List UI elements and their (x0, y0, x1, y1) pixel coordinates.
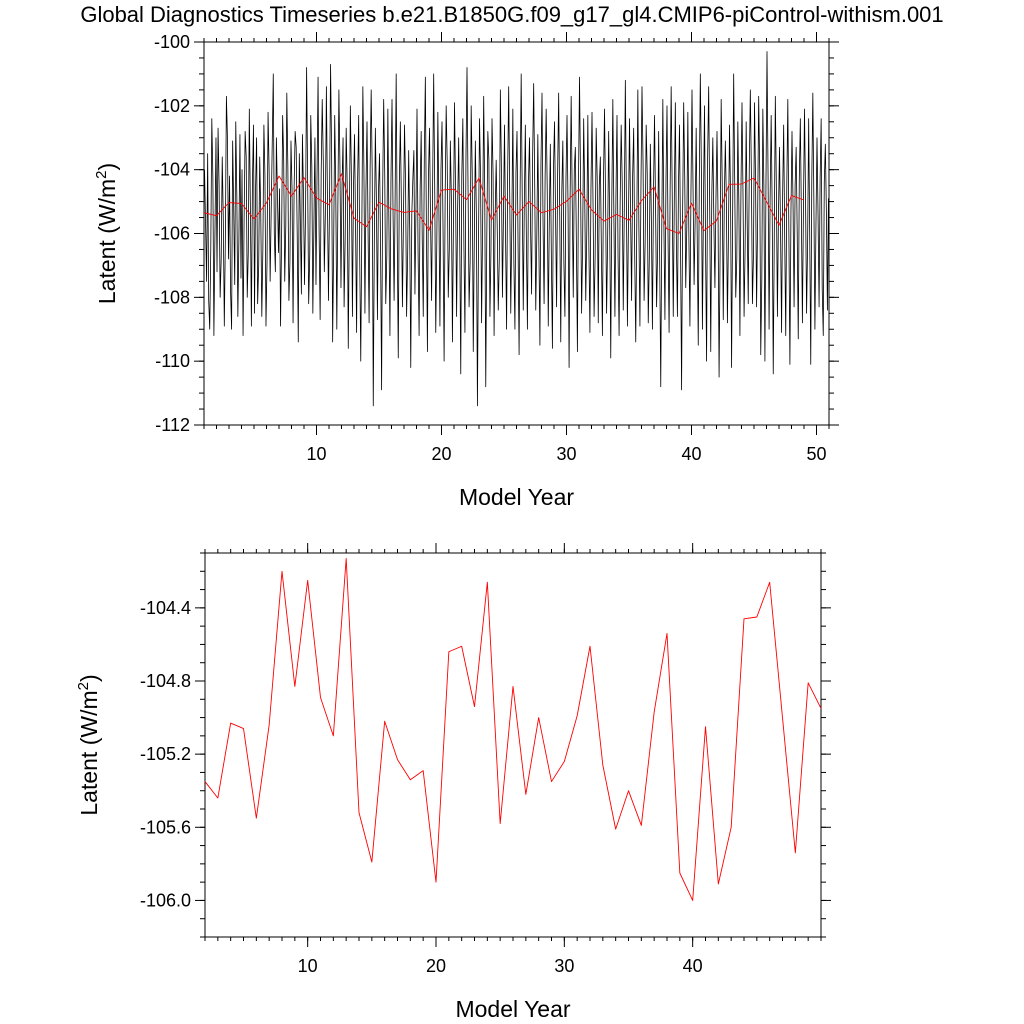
y-tick-label: -110 (155, 351, 190, 371)
chart-panel-2: 10 20 30 40 -106.0 -105.6 -105.2 -104.8 -104.4 Mo… (75, 543, 831, 1022)
y-tick-label: -108 (154, 287, 190, 307)
x-tick-label: 50 (806, 444, 826, 464)
y-tick-label: -106.0 (140, 890, 191, 910)
x-tick-label: 30 (556, 444, 576, 464)
x-tick-label: 10 (298, 956, 318, 976)
y-tick-label: -104 (154, 160, 190, 180)
y-tick-label: -105.6 (140, 817, 191, 837)
x-axis-label: Model Year (455, 996, 570, 1022)
y-tick-label: -105.2 (140, 744, 191, 764)
x-tick-label: 40 (681, 444, 701, 464)
y-axis-label: Latent (W/m2) (75, 674, 102, 815)
monthly-series-line (204, 51, 829, 407)
plot-frame (204, 552, 822, 938)
y-tick-label: -112 (155, 415, 190, 435)
x-tick-label: 40 (683, 956, 703, 976)
y-axis-label: Latent (W/m2) (93, 163, 120, 304)
x-tick-label: 20 (431, 444, 451, 464)
annual-mean-line (203, 173, 805, 234)
x-tick-label: 20 (426, 956, 446, 976)
y-tick-label: -106 (154, 224, 190, 244)
x-tick-label: 30 (554, 956, 574, 976)
y-tick-label: -102 (154, 96, 190, 116)
x-tick-label: 10 (306, 444, 326, 464)
y-tick-label: -100 (154, 32, 190, 52)
annual-mean-line (204, 558, 822, 901)
chart-panel-1: 10 20 30 40 50 -112 -110 -108 -106 -104 -102 -100 Mo… (93, 32, 839, 510)
y-tick-label: -104.8 (140, 671, 191, 691)
page-title: Global Diagnostics Timeseries b.e21.B185… (80, 2, 944, 27)
y-tick-label: -104.4 (140, 598, 191, 618)
minor-ticks (200, 549, 826, 941)
x-axis-label: Model Year (459, 484, 574, 510)
